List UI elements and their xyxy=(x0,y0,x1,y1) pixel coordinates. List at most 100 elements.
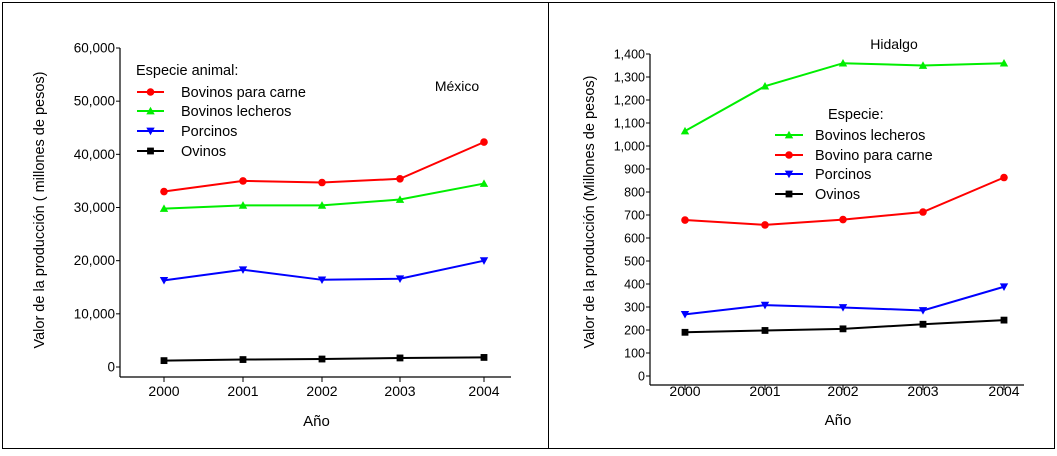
chart1-series-3-point xyxy=(479,257,489,265)
chart1-series-1-point xyxy=(160,187,168,196)
chart2-series-4-point xyxy=(839,325,847,333)
chart1-x-tick-label: 2000 xyxy=(148,383,179,399)
chart2-y-tick-label: 500 xyxy=(624,255,645,269)
chart1-series-1-point xyxy=(239,177,247,185)
chart2-series-3-point xyxy=(680,311,690,319)
chart1-series-4-point xyxy=(396,354,404,362)
chart2-series-1-point xyxy=(680,126,690,135)
chart2-series-2-point xyxy=(1000,173,1008,182)
chart2-legend-marker-1 xyxy=(784,130,794,139)
chart1-y-tick-label: 30,000 xyxy=(74,200,115,215)
chart2-series-1-point xyxy=(999,59,1009,67)
chart2-y-tick-label: 0 xyxy=(638,370,645,384)
chart1-legend-label-1: Bovinos para carne xyxy=(181,85,306,101)
chart2-legend-marker-3 xyxy=(784,170,794,179)
chart1-series-2-point xyxy=(317,201,327,209)
chart1-series-2-point xyxy=(238,201,248,209)
chart1-series-3-point xyxy=(159,276,169,285)
chart1-legend-marker-3 xyxy=(146,127,155,136)
chart1-legend-marker-2 xyxy=(146,106,155,115)
chart2-series-2-point xyxy=(761,221,769,229)
chart1-y-tick-label: 40,000 xyxy=(74,147,115,162)
chart2-legend-title: Especie: xyxy=(828,107,884,123)
chart1-series-3-point xyxy=(395,275,405,283)
chart1-region-annotation: México xyxy=(435,78,480,94)
chart2-legend-marker-2 xyxy=(785,151,793,159)
chart1-x-axis-label: Año xyxy=(303,413,330,430)
chart2-legend-marker-4 xyxy=(785,190,793,198)
chart2-series-2-point xyxy=(681,216,689,224)
chart1-series-2-point xyxy=(395,195,405,203)
chart2-y-tick-label: 1,000 xyxy=(614,140,645,154)
chart2-x-tick-label: 2002 xyxy=(827,383,858,399)
chart2-series-3-point xyxy=(918,307,928,315)
chart1-legend-marker-4 xyxy=(147,147,154,155)
chart2-legend-label-1: Bovinos lecheros xyxy=(815,128,925,144)
chart1-series-3-point xyxy=(317,276,327,285)
chart1-series-4-point xyxy=(480,354,488,361)
chart2-legend-label-3: Porcinos xyxy=(815,167,871,183)
chart2-y-tick-label: 1,300 xyxy=(614,71,645,85)
chart2-x-tick-label: 2001 xyxy=(749,383,780,399)
chart2-y-tick-label: 1,100 xyxy=(614,117,645,131)
chart2-series-1-point xyxy=(918,61,928,69)
chart2-series-3-point xyxy=(838,304,848,312)
chart2-series-1-point xyxy=(838,59,848,67)
chart2-y-tick-label: 1,400 xyxy=(614,48,645,62)
chart2-y-tick-label: 800 xyxy=(624,186,645,200)
chart2-y-axis-label: Valor de la producción (Millones de peso… xyxy=(582,76,598,349)
chart1-legend-title: Especie animal: xyxy=(136,63,238,79)
chart1-legend-label-4: Ovinos xyxy=(181,144,226,160)
chart2-series-3-point xyxy=(760,301,770,310)
chart1-y-tick-label: 0 xyxy=(107,360,115,375)
chart2-y-tick-label: 300 xyxy=(624,301,645,315)
chart1-legend-label-3: Porcinos xyxy=(181,124,237,140)
chart2-region-annotation: Hidalgo xyxy=(870,36,918,52)
chart1-y-axis-label: Valor de la producción ( millones de pes… xyxy=(32,72,48,349)
chart2-series-4-point xyxy=(919,320,927,328)
chart2-legend-label-4: Ovinos xyxy=(815,187,860,203)
chart1-series-4-point xyxy=(160,357,168,365)
chart2-y-tick-label: 700 xyxy=(624,209,645,223)
chart1-x-tick-label: 2003 xyxy=(384,383,415,399)
chart1-x-tick-label: 2001 xyxy=(227,383,258,399)
chart1-series-2-point xyxy=(479,179,489,187)
chart1-x-tick-label: 2002 xyxy=(306,383,337,399)
chart2-y-tick-label: 1,200 xyxy=(614,94,645,108)
chart1-series-4-point xyxy=(318,355,326,363)
chart2-x-tick-label: 2004 xyxy=(988,383,1019,399)
chart1-legend-marker-1 xyxy=(146,88,155,96)
chart1-x-tick-label: 2004 xyxy=(468,383,499,399)
chart2-y-tick-label: 100 xyxy=(624,347,645,361)
chart1-series-3-point xyxy=(238,266,248,274)
chart2-y-tick-label: 200 xyxy=(624,324,645,338)
chart1-y-tick-label: 50,000 xyxy=(74,94,115,109)
chart1-series-1-point xyxy=(318,178,326,187)
chart2-series-2-point xyxy=(919,208,927,216)
chart1-y-tick-label: 10,000 xyxy=(74,306,115,321)
chart1-series-1-point xyxy=(480,138,488,146)
chart2-series-1-point xyxy=(760,82,770,90)
chart2-x-tick-label: 2000 xyxy=(669,383,700,399)
chart1-series-4-point xyxy=(239,356,247,363)
chart2-series-4-point xyxy=(761,327,769,334)
chart2-series-4-point xyxy=(1000,316,1008,324)
chart2-x-tick-label: 2003 xyxy=(907,383,938,399)
chart2-series-2-point xyxy=(839,215,847,224)
chart2-legend-label-2: Bovino para carne xyxy=(815,148,933,164)
chart1-legend-label-2: Bovinos lecheros xyxy=(181,104,291,120)
chart2-x-axis-label: Año xyxy=(825,412,852,429)
chart1-y-tick-label: 60,000 xyxy=(74,41,115,56)
chart2-y-tick-label: 900 xyxy=(624,163,645,177)
chart1-y-tick-label: 20,000 xyxy=(74,253,115,268)
chart2-y-tick-label: 400 xyxy=(624,278,645,292)
chart1-series-2-point xyxy=(159,204,169,212)
chart1-series-1-point xyxy=(396,174,404,183)
figure-border xyxy=(2,2,1055,449)
chart2-series-4-point xyxy=(681,328,689,336)
chart2-series-3-point xyxy=(999,283,1009,291)
chart2-y-tick-label: 600 xyxy=(624,232,645,246)
